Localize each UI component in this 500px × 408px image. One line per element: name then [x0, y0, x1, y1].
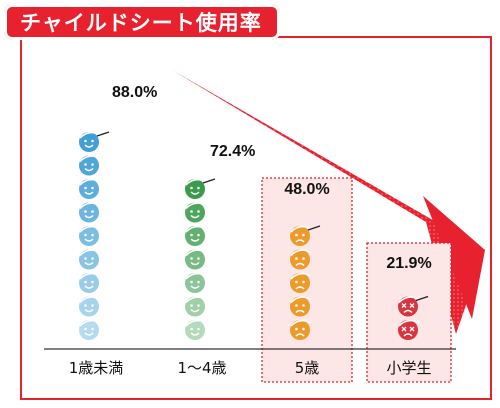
- category-label: 1歳未満: [69, 359, 124, 377]
- smiling-face-icon: [185, 225, 207, 246]
- page-title: チャイルドシート使用率: [20, 11, 262, 35]
- dizzy-face-icon: [398, 319, 420, 340]
- category-label: 小学生: [386, 359, 431, 377]
- stack-age5: [290, 225, 321, 340]
- sad-face-icon: [290, 296, 312, 317]
- category-label: 1〜4歳: [177, 359, 226, 377]
- title-banner: チャイルドシート使用率: [4, 4, 280, 40]
- smiling-face-icon: [79, 155, 101, 176]
- smiling-face-icon: [79, 131, 110, 152]
- smiling-face-icon: [79, 225, 101, 246]
- smiling-face-icon: [79, 296, 101, 317]
- dizzy-face-icon: [398, 295, 429, 317]
- smiling-face-icon: [185, 296, 207, 317]
- smiling-face-icon: [185, 319, 207, 340]
- smiling-face-icon: [79, 249, 101, 270]
- sad-face-icon: [290, 272, 312, 293]
- smiling-face-icon: [79, 178, 101, 199]
- decreasing-trend-arrow: [172, 70, 485, 334]
- stack-infant: [79, 131, 110, 340]
- stack-school: [398, 295, 429, 340]
- sad-face-icon: [290, 319, 312, 340]
- value-label: 88.0%: [112, 84, 157, 101]
- smiling-face-icon: [185, 202, 207, 223]
- smiling-face-icon: [79, 272, 101, 293]
- category-label: 5歳: [295, 359, 320, 377]
- stack-toddler: [185, 178, 216, 340]
- smiling-face-icon: [79, 319, 101, 340]
- value-label: 72.4%: [210, 143, 255, 160]
- value-label: 48.0%: [284, 181, 329, 198]
- smiling-face-icon: [185, 178, 216, 199]
- sad-face-icon: [290, 225, 321, 246]
- trend-arrow-head: [423, 196, 485, 319]
- value-label: 21.9%: [386, 255, 431, 272]
- smiling-face-icon: [79, 202, 101, 223]
- sad-face-icon: [290, 249, 312, 270]
- smiling-face-icon: [185, 249, 207, 270]
- smiling-face-icon: [185, 272, 207, 293]
